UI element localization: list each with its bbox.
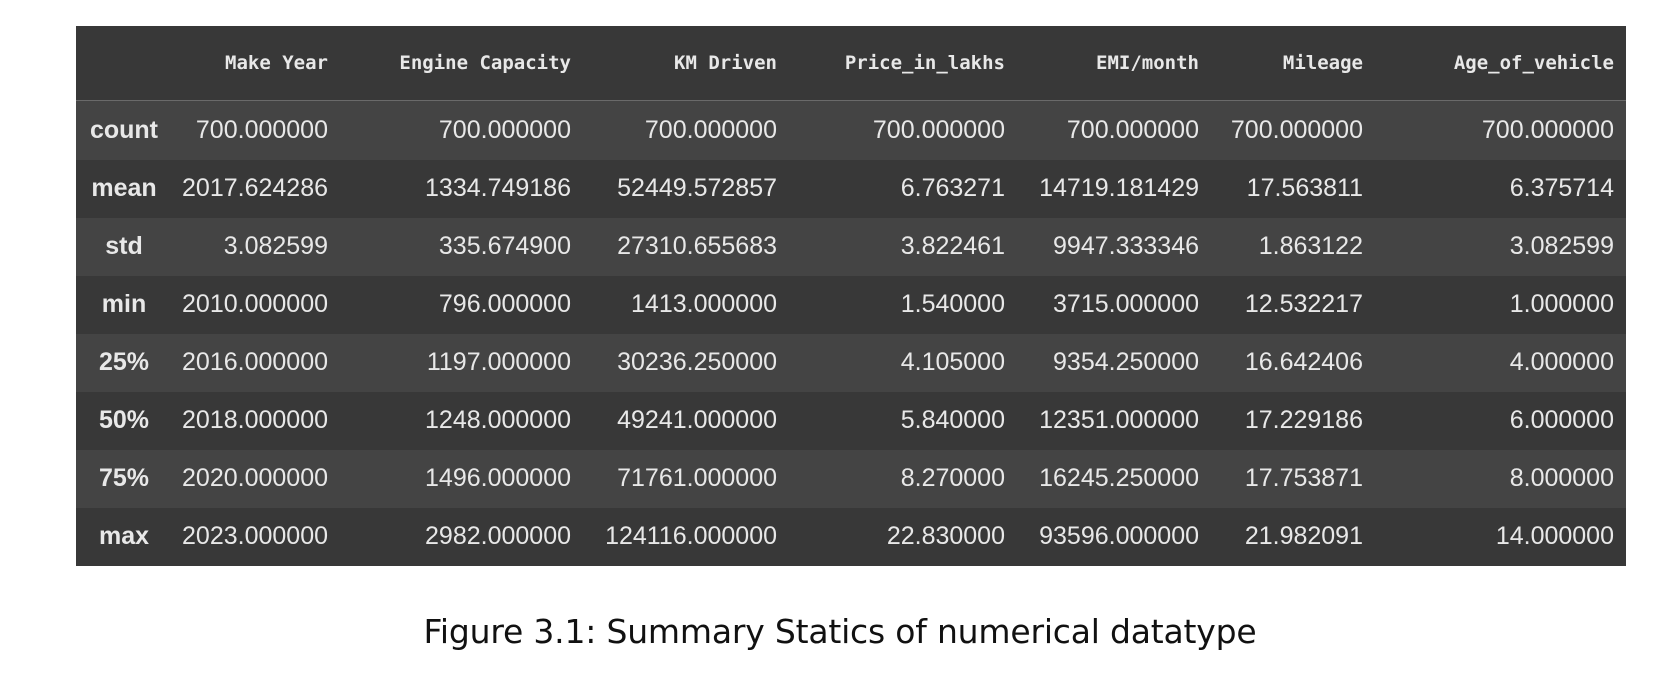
table-cell: 124116.000000 xyxy=(605,522,777,551)
table-row-count: count 700.000000 700.000000 700.000000 7… xyxy=(76,100,1626,160)
table-cell: 700.000000 xyxy=(438,115,571,144)
table-cell: 30236.250000 xyxy=(617,348,777,377)
table-cell: 16.642406 xyxy=(1244,348,1363,377)
table-cell: 14.000000 xyxy=(1495,522,1614,551)
table-cell: 1.540000 xyxy=(900,290,1005,319)
row-label: max xyxy=(98,522,150,551)
table-cell: 2982.000000 xyxy=(425,522,571,551)
table-cell: 27310.655683 xyxy=(617,232,777,261)
table-row-50-percent: 50% 2018.000000 1248.000000 49241.000000… xyxy=(76,391,1626,450)
table-cell: 1248.000000 xyxy=(425,406,571,435)
table-cell: 8.000000 xyxy=(1509,464,1614,493)
table-cell: 2023.000000 xyxy=(182,522,328,551)
row-label: 50% xyxy=(98,406,150,435)
table-row-25-percent: 25% 2016.000000 1197.000000 30236.250000… xyxy=(76,333,1626,392)
table-cell: 1334.749186 xyxy=(425,174,571,203)
table-cell: 2010.000000 xyxy=(182,290,328,319)
column-header-age-of-vehicle: Age_of_vehicle xyxy=(1375,26,1626,101)
table-body: count 700.000000 700.000000 700.000000 7… xyxy=(76,100,1626,566)
column-header-index xyxy=(76,26,172,101)
table-cell: 700.000000 xyxy=(872,115,1005,144)
table-cell: 12.532217 xyxy=(1244,290,1363,319)
table-cell: 4.000000 xyxy=(1509,348,1614,377)
table-cell: 2018.000000 xyxy=(182,406,328,435)
table-cell: 700.000000 xyxy=(1230,115,1363,144)
table-cell: 700.000000 xyxy=(195,115,328,144)
table-cell: 3.082599 xyxy=(1509,232,1614,261)
table-header: Make Year Engine Capacity KM Driven Pric… xyxy=(76,26,1626,101)
table-cell: 700.000000 xyxy=(644,115,777,144)
table-cell: 16245.250000 xyxy=(1039,464,1199,493)
row-label: 25% xyxy=(98,348,150,377)
table-cell: 22.830000 xyxy=(886,522,1005,551)
row-label: min xyxy=(101,290,147,319)
table-row-min: min 2010.000000 796.000000 1413.000000 1… xyxy=(76,275,1626,334)
table-cell: 12351.000000 xyxy=(1039,406,1199,435)
table-cell: 1.863122 xyxy=(1258,232,1363,261)
table-cell: 9354.250000 xyxy=(1053,348,1199,377)
table-cell: 1.000000 xyxy=(1509,290,1614,319)
table-row-75-percent: 75% 2020.000000 1496.000000 71761.000000… xyxy=(76,449,1626,508)
column-header-mileage: Mileage xyxy=(1211,26,1375,101)
table-cell: 796.000000 xyxy=(438,290,571,319)
row-label: std xyxy=(105,232,143,261)
table-cell: 3715.000000 xyxy=(1053,290,1199,319)
table-cell: 2016.000000 xyxy=(182,348,328,377)
row-label: count xyxy=(89,115,159,144)
table-cell: 1197.000000 xyxy=(426,348,571,377)
row-label: mean xyxy=(91,174,157,203)
table-cell: 49241.000000 xyxy=(617,406,777,435)
table-cell: 1413.000000 xyxy=(631,290,777,319)
table-cell: 2020.000000 xyxy=(182,464,328,493)
table-cell: 93596.000000 xyxy=(1039,522,1199,551)
table-cell: 3.822461 xyxy=(900,232,1005,261)
table-cell: 17.229186 xyxy=(1244,406,1363,435)
figure-caption: Figure 3.1: Summary Statics of numerical… xyxy=(423,612,1257,651)
table-cell: 9947.333346 xyxy=(1053,232,1199,261)
table-cell: 17.753871 xyxy=(1244,464,1363,493)
table-cell: 14719.181429 xyxy=(1039,174,1199,203)
table-cell: 1496.000000 xyxy=(425,464,571,493)
table-cell: 17.563811 xyxy=(1246,174,1363,203)
table-cell: 71761.000000 xyxy=(617,464,777,493)
table-cell: 335.674900 xyxy=(438,232,571,261)
table-row-mean: mean 2017.624286 1334.749186 52449.57285… xyxy=(76,159,1626,218)
table-cell: 2017.624286 xyxy=(182,174,328,203)
table-cell: 700.000000 xyxy=(1066,115,1199,144)
table-cell: 6.000000 xyxy=(1509,406,1614,435)
table-row-max: max 2023.000000 2982.000000 124116.00000… xyxy=(76,507,1626,566)
column-header-km-driven: KM Driven xyxy=(583,26,789,101)
column-header-price-in-lakhs: Price_in_lakhs xyxy=(789,26,1017,101)
summary-statistics-table: Make Year Engine Capacity KM Driven Pric… xyxy=(76,26,1626,566)
table-cell: 52449.572857 xyxy=(617,174,777,203)
column-header-make-year: Make Year xyxy=(172,26,340,101)
header-row: Make Year Engine Capacity KM Driven Pric… xyxy=(76,26,1626,101)
stats-table: Make Year Engine Capacity KM Driven Pric… xyxy=(76,26,1626,566)
table-row-std: std 3.082599 335.674900 27310.655683 3.8… xyxy=(76,217,1626,276)
table-cell: 700.000000 xyxy=(1481,115,1614,144)
table-cell: 6.763271 xyxy=(900,174,1005,203)
table-cell: 6.375714 xyxy=(1509,174,1614,203)
table-cell: 5.840000 xyxy=(900,406,1005,435)
table-cell: 8.270000 xyxy=(900,464,1005,493)
column-header-emi-month: EMI/month xyxy=(1017,26,1211,101)
table-cell: 4.105000 xyxy=(900,348,1005,377)
row-label: 75% xyxy=(98,464,150,493)
column-header-engine-capacity: Engine Capacity xyxy=(340,26,583,101)
table-cell: 3.082599 xyxy=(223,232,328,261)
table-cell: 21.982091 xyxy=(1244,522,1363,551)
